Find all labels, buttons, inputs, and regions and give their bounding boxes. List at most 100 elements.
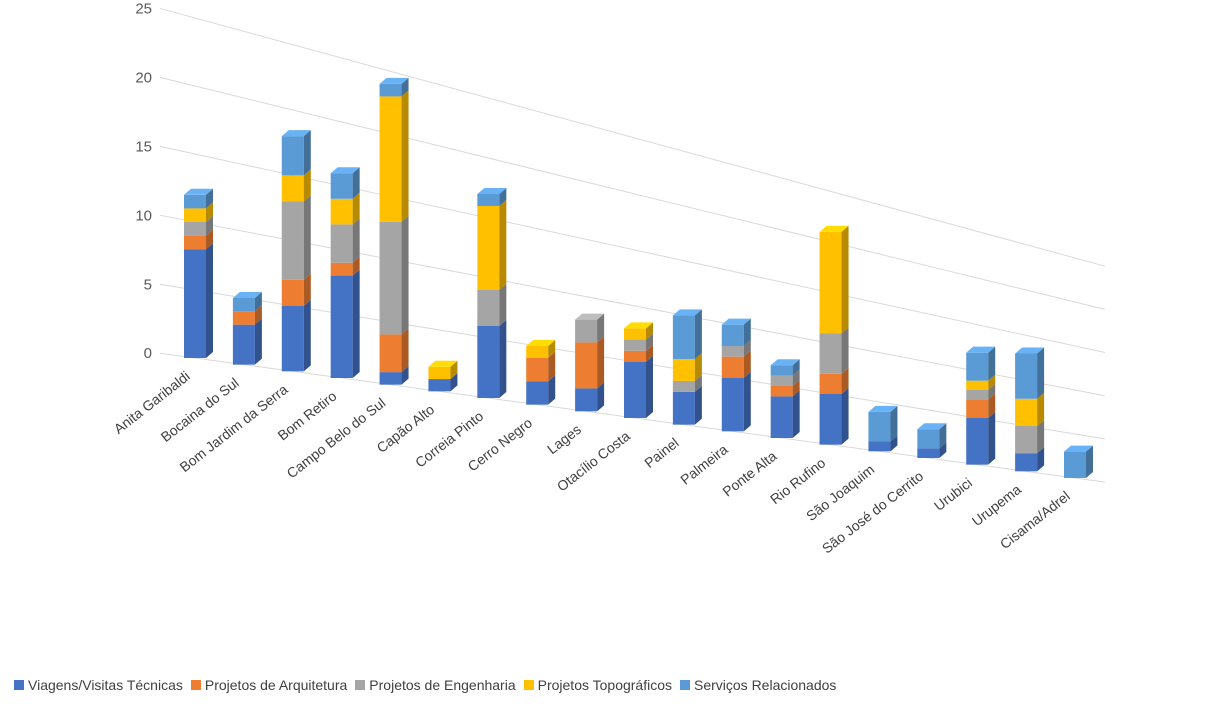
- bar-stack: [966, 346, 996, 465]
- bar-stack: [721, 318, 751, 432]
- bar-segment: [1064, 451, 1086, 478]
- bar-segment: [575, 342, 598, 389]
- bar-segment: [819, 373, 842, 394]
- bar-segment-side: [743, 340, 751, 357]
- x-tick-label: Campo Belo do Sul: [283, 394, 388, 481]
- bar-segment: [477, 194, 500, 206]
- bar-segment: [281, 279, 304, 306]
- bar-segment-side: [401, 328, 409, 373]
- bar-segment: [281, 136, 304, 176]
- bar-top: [770, 359, 800, 366]
- bar-segment-side: [841, 388, 849, 445]
- bar-top: [330, 167, 360, 174]
- bar-stack: [1015, 347, 1045, 472]
- bar-segment: [330, 224, 353, 263]
- bar-segment: [1015, 398, 1038, 426]
- legend-item: Projetos de Engenharia: [355, 677, 516, 693]
- legend-swatch: [355, 680, 366, 690]
- bar-segment: [477, 326, 500, 398]
- bar-segment-side: [254, 292, 262, 312]
- bar-segment-side: [548, 375, 556, 405]
- bar-segment-side: [206, 243, 213, 358]
- bar-segment-side: [401, 366, 409, 385]
- bar-stack: [672, 309, 702, 425]
- x-tick-label: Painel: [641, 434, 682, 471]
- bar-segment-side: [646, 344, 653, 362]
- legend-label: Serviços Relacionados: [694, 677, 837, 693]
- bar-stack: [281, 130, 311, 372]
- bar-stack: [184, 188, 213, 358]
- bar-segment-side: [206, 216, 213, 236]
- bar-segment-side: [694, 385, 702, 425]
- gridline: [159, 76, 1106, 310]
- bar-segment: [819, 231, 842, 334]
- bar-top: [1015, 347, 1045, 354]
- bar-segment-side: [352, 192, 360, 225]
- bar-segment-side: [206, 229, 213, 250]
- bar-segment: [721, 378, 744, 432]
- bar-segment: [526, 357, 549, 382]
- bar-segment-side: [988, 412, 996, 465]
- bar-top: [721, 318, 751, 325]
- bar-segment: [232, 324, 255, 365]
- bar-segment-side: [254, 305, 262, 325]
- bar-segment: [624, 328, 646, 340]
- bar-segment: [379, 372, 402, 385]
- bar-segment: [770, 396, 793, 438]
- bar-segment: [770, 365, 793, 376]
- bar-segment-side: [352, 167, 360, 199]
- legend-item: Projetos Topográficos: [523, 677, 672, 693]
- bar-segment: [966, 352, 989, 381]
- bar-segment-side: [450, 373, 458, 392]
- bar-segment-side: [743, 372, 751, 432]
- bar-segment-side: [352, 218, 360, 263]
- bar-segment: [966, 399, 989, 418]
- bar-segment: [1015, 426, 1038, 454]
- bar-stack: [330, 167, 360, 378]
- bar-segment: [379, 83, 402, 97]
- bar-segment-side: [499, 320, 507, 398]
- bar-segment: [232, 298, 255, 312]
- bar-top: [526, 340, 556, 346]
- bars: [184, 77, 1093, 478]
- bar-top: [672, 309, 702, 316]
- bar-segment: [379, 221, 402, 335]
- bar-segment-side: [694, 309, 702, 360]
- bar-segment: [672, 380, 695, 392]
- bar-segment: [770, 386, 793, 397]
- bar-segment: [1015, 353, 1038, 399]
- bar-segment: [477, 206, 500, 290]
- bar-segment-side: [206, 188, 213, 209]
- bar-segment: [1015, 453, 1038, 472]
- bar-stack: [624, 322, 653, 418]
- bar-segment: [917, 448, 940, 458]
- bar-segment-side: [1037, 347, 1045, 399]
- bar-segment-side: [841, 225, 849, 334]
- bar-segment: [281, 306, 304, 372]
- y-tick-label: 25: [135, 0, 152, 17]
- bar-segment: [819, 394, 842, 445]
- bar-top: [477, 188, 507, 194]
- bar-top: [281, 130, 311, 137]
- bar-segment-side: [303, 130, 311, 176]
- legend-label: Viagens/Visitas Técnicas: [28, 677, 183, 693]
- bar-top: [575, 313, 605, 320]
- bar-segment-side: [352, 256, 360, 276]
- bar-segment-side: [597, 313, 605, 343]
- bar-segment: [428, 366, 451, 380]
- bar-segment-side: [401, 215, 409, 335]
- bar-top: [819, 225, 849, 232]
- bar-segment-side: [401, 77, 409, 97]
- bar-segment-side: [841, 327, 849, 374]
- bar-segment: [526, 381, 549, 405]
- legend-item: Viagens/Visitas Técnicas: [14, 677, 183, 693]
- bar-segment: [379, 334, 402, 373]
- bar-segment-side: [890, 405, 898, 442]
- bar-segment-side: [988, 346, 996, 381]
- y-tick-label: 20: [135, 69, 152, 86]
- bar-segment-side: [743, 350, 751, 378]
- bar-segment: [672, 391, 695, 425]
- x-tick-label: Palmeira: [677, 441, 731, 488]
- bar-segment: [966, 390, 989, 400]
- legend-swatch: [190, 680, 201, 690]
